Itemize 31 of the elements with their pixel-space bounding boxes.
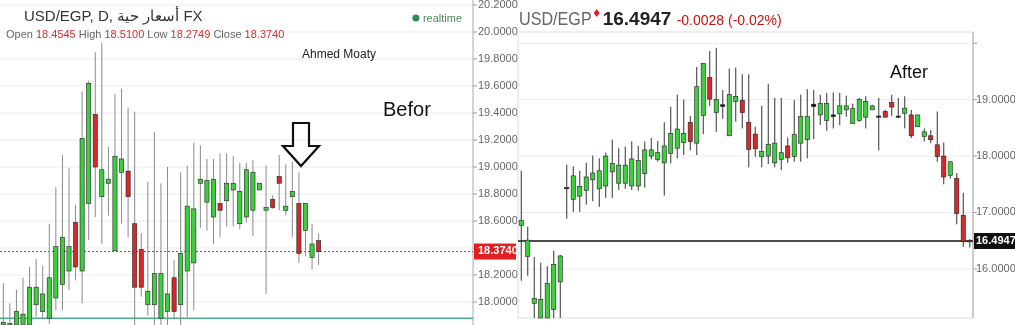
- candlestick: [276, 154, 282, 211]
- chart-subtitle: 16.4947 -0.0028 (-0.02%): [602, 8, 782, 29]
- y-tick-label: 18.0000: [478, 294, 518, 307]
- y-tick-label: 18.6000: [478, 213, 518, 226]
- y-tick-label: 19.6000: [478, 78, 518, 91]
- candlestick: [518, 170, 524, 282]
- annotation: After: [890, 62, 929, 82]
- y-tick-label: 16.0000: [976, 261, 1015, 274]
- ref-line-label: 16.4947: [976, 233, 1015, 246]
- y-tick-label: 18.2000: [478, 267, 518, 280]
- text: Open 18.4545 High 18.5100 Low 18.2749 Close 18.3740: [6, 28, 285, 40]
- y-tick-label: 18.0000: [976, 149, 1015, 162]
- y-tick-label: 19.0000: [976, 92, 1015, 105]
- y-tick-label: 20.2000: [478, 0, 518, 10]
- y-tick-label: 19.0000: [478, 159, 518, 172]
- y-tick-label: 17.0000: [976, 205, 1015, 218]
- candlestick: [889, 94, 895, 117]
- candlestick: [283, 163, 289, 217]
- chart-title: USD/EGP: [519, 7, 592, 30]
- candlestick: [289, 161, 295, 238]
- candlestick: [902, 95, 908, 129]
- text: USD/EGP, D, أسعار حية FX: [24, 6, 203, 25]
- y-tick-label: 19.2000: [478, 132, 518, 145]
- annotation: Ahmed Moaty: [302, 47, 377, 61]
- y-tick-label: 20.0000: [478, 24, 518, 37]
- candlestick: [525, 226, 531, 277]
- y-tick-label: 19.8000: [478, 51, 518, 64]
- annotation: realtime: [422, 12, 462, 24]
- annotation: Befor: [383, 98, 432, 120]
- y-tick-label: 19.4000: [478, 105, 518, 118]
- y-tick-label: 18.8000: [478, 186, 518, 199]
